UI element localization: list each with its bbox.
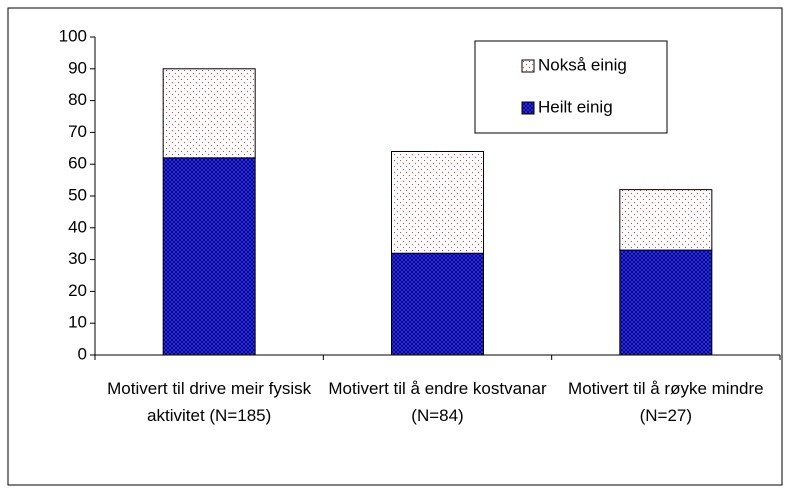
bar-segment bbox=[391, 252, 484, 356]
y-tick-label: 60 bbox=[68, 154, 87, 173]
y-tick-label: 90 bbox=[68, 58, 87, 77]
y-tick-label: 20 bbox=[68, 281, 87, 300]
bar-segment bbox=[391, 150, 484, 254]
y-tick-label: 40 bbox=[68, 217, 87, 236]
bar-segment bbox=[162, 157, 256, 356]
y-tick-label: 50 bbox=[68, 185, 87, 204]
legend-swatch bbox=[521, 59, 535, 73]
legend-box bbox=[474, 40, 668, 134]
bar-segment bbox=[619, 249, 713, 356]
y-tick-label: 0 bbox=[78, 344, 87, 363]
y-tick-label: 10 bbox=[68, 313, 87, 332]
x-tick-label: Motivert til å røyke mindre (N=27) bbox=[568, 379, 764, 425]
y-tick-label: 80 bbox=[68, 90, 87, 109]
bar-segment bbox=[162, 68, 256, 159]
y-tick-label: 30 bbox=[68, 249, 87, 268]
y-tick-label: 100 bbox=[59, 26, 87, 45]
legend-swatch bbox=[521, 101, 535, 115]
bar-segment bbox=[619, 189, 713, 251]
x-tick-label: Motivert til å endre kostvanar (N=84) bbox=[328, 379, 547, 425]
legend-label: Heilt einig bbox=[538, 97, 613, 116]
x-tick-label: Motivert til drive meir fysisk aktivitet… bbox=[107, 379, 312, 425]
legend-label: Nokså einig bbox=[538, 55, 627, 74]
y-tick-label: 70 bbox=[68, 122, 87, 141]
